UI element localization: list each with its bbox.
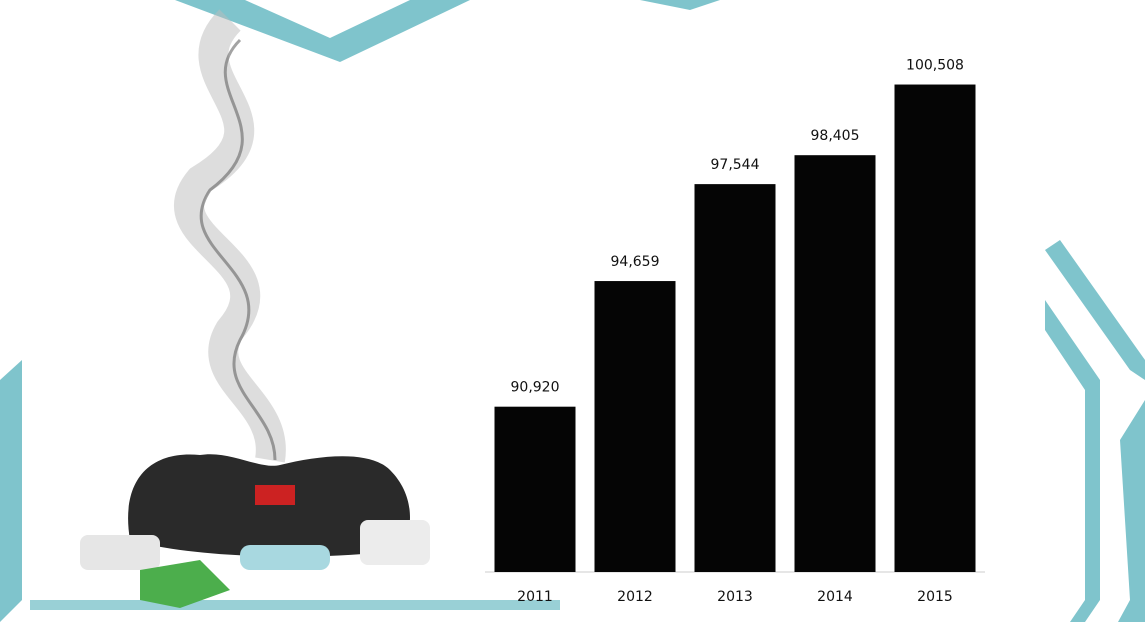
bar	[494, 406, 576, 572]
bar	[594, 281, 676, 572]
trash-item	[240, 545, 330, 570]
value-label: 97,544	[711, 157, 760, 173]
value-label: 94,659	[611, 254, 660, 270]
value-label: 100,508	[906, 58, 964, 74]
value-label: 98,405	[811, 128, 860, 144]
smoke	[199, 38, 277, 461]
teal-shape	[30, 600, 560, 610]
teal-shape	[1045, 240, 1145, 380]
teal-shape	[0, 360, 22, 622]
x-tick-label: 2015	[917, 589, 953, 605]
trash-item	[140, 560, 230, 608]
x-tick-label: 2014	[817, 589, 853, 605]
smoke	[174, 9, 286, 463]
x-tick-label: 2012	[617, 589, 653, 605]
bar	[694, 184, 776, 573]
trash-item	[255, 485, 295, 505]
teal-shape	[640, 0, 720, 10]
x-tick-label: 2011	[517, 589, 553, 605]
x-tick-label: 2013	[717, 589, 753, 605]
bar	[894, 84, 976, 573]
teal-shape	[1118, 400, 1145, 622]
teal-shape	[1045, 300, 1100, 622]
value-label: 90,920	[511, 380, 560, 396]
teal-shape	[175, 0, 470, 62]
trash-item	[80, 535, 160, 570]
trash-item	[360, 520, 430, 565]
bar	[794, 155, 876, 572]
trash-bags	[128, 454, 410, 557]
